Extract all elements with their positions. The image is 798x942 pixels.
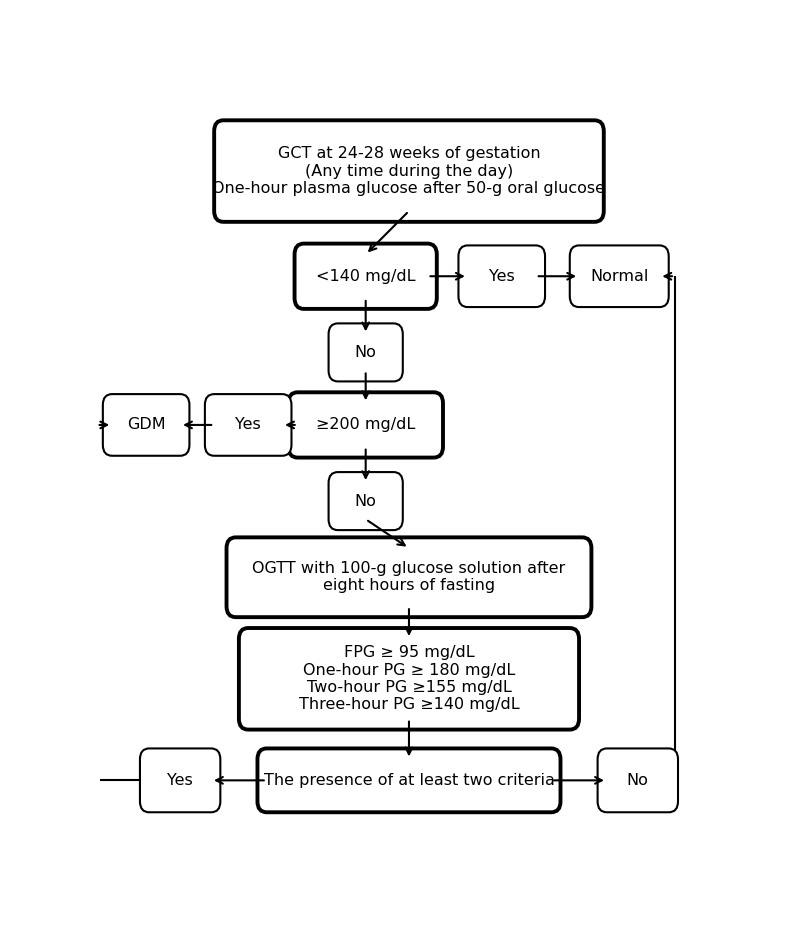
FancyBboxPatch shape (294, 244, 437, 309)
Text: GDM: GDM (127, 417, 165, 432)
Text: Yes: Yes (235, 417, 261, 432)
Text: ≥200 mg/dL: ≥200 mg/dL (316, 417, 415, 432)
Text: Yes: Yes (168, 772, 193, 788)
Text: No: No (627, 772, 649, 788)
FancyBboxPatch shape (258, 749, 560, 812)
FancyBboxPatch shape (103, 394, 189, 456)
FancyBboxPatch shape (239, 628, 579, 729)
FancyBboxPatch shape (570, 246, 669, 307)
Text: No: No (355, 345, 377, 360)
Text: The presence of at least two criteria: The presence of at least two criteria (263, 772, 555, 788)
Text: OGTT with 100-g glucose solution after
eight hours of fasting: OGTT with 100-g glucose solution after e… (252, 561, 566, 593)
FancyBboxPatch shape (140, 749, 220, 812)
FancyBboxPatch shape (458, 246, 545, 307)
FancyBboxPatch shape (227, 537, 591, 617)
Text: GCT at 24-28 weeks of gestation
(Any time during the day)
One-hour plasma glucos: GCT at 24-28 weeks of gestation (Any tim… (212, 146, 606, 196)
FancyBboxPatch shape (205, 394, 291, 456)
Text: <140 mg/dL: <140 mg/dL (316, 268, 416, 284)
FancyBboxPatch shape (214, 121, 604, 222)
Text: Yes: Yes (489, 268, 515, 284)
Text: No: No (355, 494, 377, 509)
FancyBboxPatch shape (288, 392, 443, 458)
Text: Normal: Normal (590, 268, 649, 284)
FancyBboxPatch shape (329, 472, 403, 530)
Text: FPG ≥ 95 mg/dL
One-hour PG ≥ 180 mg/dL
Two-hour PG ≥155 mg/dL
Three-hour PG ≥140: FPG ≥ 95 mg/dL One-hour PG ≥ 180 mg/dL T… (298, 645, 519, 712)
FancyBboxPatch shape (329, 323, 403, 382)
FancyBboxPatch shape (598, 749, 678, 812)
